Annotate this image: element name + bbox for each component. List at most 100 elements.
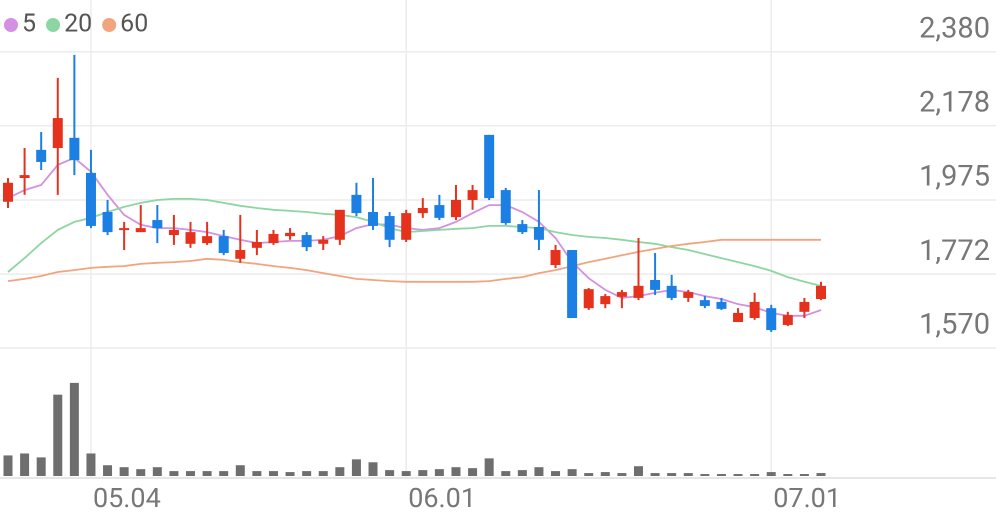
candle <box>152 205 163 244</box>
candle-body <box>185 232 196 244</box>
candle <box>782 311 793 327</box>
volume-bar <box>633 466 643 476</box>
volume-bar <box>368 462 378 476</box>
candle-body <box>401 213 412 240</box>
candle-body <box>467 190 478 200</box>
volume-bar <box>136 469 146 476</box>
candle-body <box>368 212 379 226</box>
candle-body <box>517 224 528 233</box>
volume-bar <box>733 474 743 476</box>
volume-bar <box>551 471 561 476</box>
moving-average-line <box>7 198 822 287</box>
candle-body <box>152 220 163 229</box>
candle <box>533 190 544 251</box>
y-tick-label: 1,975 <box>919 160 990 194</box>
candle-body <box>650 280 661 290</box>
volume-bar <box>534 467 544 476</box>
candle-body <box>417 207 428 214</box>
candle-body <box>683 292 694 298</box>
candle-body <box>102 212 113 233</box>
volume-bar <box>650 473 660 476</box>
candle-body <box>666 285 677 298</box>
legend-marker <box>46 18 61 32</box>
x-tick-label: 07.01 <box>773 482 841 514</box>
legend-marker <box>4 18 18 32</box>
candle <box>69 54 80 176</box>
volume-bar <box>302 471 312 476</box>
candle <box>550 244 561 268</box>
candle <box>699 296 710 309</box>
volume-bar <box>186 471 196 476</box>
candle-body <box>616 292 627 297</box>
volume-bar <box>816 473 826 476</box>
candle <box>202 221 213 245</box>
candle <box>251 229 262 256</box>
candle-body <box>450 199 461 218</box>
candle <box>52 77 63 195</box>
candle <box>3 178 13 208</box>
candle <box>683 289 694 302</box>
volume-bar <box>700 474 710 476</box>
candle <box>384 212 395 248</box>
volume-bar <box>484 458 494 476</box>
candle <box>766 304 777 332</box>
volume-bar <box>351 459 361 476</box>
candle-body <box>567 250 578 319</box>
candle <box>351 182 362 217</box>
candle <box>650 252 661 295</box>
candle-body <box>550 250 561 266</box>
volume-bar <box>434 469 444 476</box>
legend-label: 20 <box>64 10 92 39</box>
volume-bar <box>318 471 328 476</box>
candle <box>235 214 246 263</box>
candle-body <box>301 235 312 248</box>
volume-bar <box>20 453 30 476</box>
candle <box>517 220 528 234</box>
candle <box>285 228 296 240</box>
candle <box>616 289 627 309</box>
volume-bar <box>219 471 229 476</box>
volume-bar <box>683 473 693 476</box>
volume-bar <box>468 468 478 476</box>
volume-bar <box>799 474 809 476</box>
candle <box>749 292 760 320</box>
candle-body <box>733 312 744 323</box>
candle-body <box>285 232 296 237</box>
volume-bar <box>517 470 527 476</box>
candle-body <box>251 241 262 248</box>
volume-bar <box>667 473 677 476</box>
volume-bar <box>783 474 793 476</box>
candle-body <box>318 239 329 244</box>
candle-body <box>782 315 793 325</box>
y-tick-label: 2,380 <box>919 12 990 46</box>
volume-bar <box>501 471 511 476</box>
candle-body <box>766 308 777 331</box>
volume-bar <box>401 471 411 476</box>
candle <box>401 209 412 242</box>
volume-bar <box>285 472 295 476</box>
volume-bar <box>53 394 63 476</box>
candle-body <box>36 149 47 162</box>
candle-body <box>3 182 13 202</box>
volume-bar <box>252 471 262 476</box>
x-tick-label: 05.04 <box>93 482 161 514</box>
candle-body <box>268 233 279 244</box>
candle-body <box>484 134 495 199</box>
candle-body <box>434 205 445 218</box>
candle-body <box>351 194 362 214</box>
y-tick-label: 1,570 <box>919 308 990 342</box>
candle <box>168 214 179 245</box>
volume-bar <box>335 467 345 476</box>
candle <box>666 274 677 301</box>
volume-bar <box>3 455 13 476</box>
candle <box>716 297 727 310</box>
candle <box>301 232 312 252</box>
candle <box>500 187 511 225</box>
candle <box>368 178 379 230</box>
candle-body <box>235 250 246 259</box>
volume-bar <box>69 382 79 476</box>
candle <box>450 184 461 221</box>
candle <box>633 237 644 301</box>
candle <box>583 288 594 310</box>
